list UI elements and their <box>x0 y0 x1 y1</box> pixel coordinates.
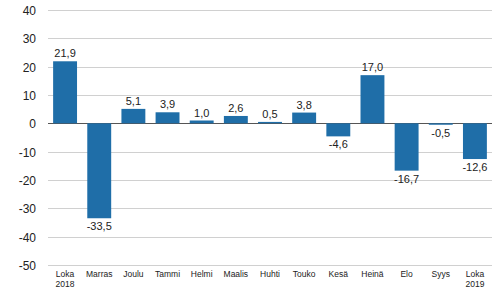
grid-line <box>48 237 492 238</box>
x-tick-label-line: 2018 <box>56 279 75 289</box>
bar <box>53 61 77 123</box>
bar <box>121 109 145 123</box>
y-tick-label: 30 <box>23 32 37 46</box>
x-tick-label-line: Heinä <box>361 269 383 279</box>
x-tick-label-line: Tammi <box>155 269 180 279</box>
x-tick-label: Elo <box>400 269 413 279</box>
bar <box>395 123 419 170</box>
data-label: 1,0 <box>194 107 209 119</box>
x-tick-label-line: Kesä <box>329 269 349 279</box>
grid-line <box>48 95 492 96</box>
x-tick-label: Loka2019 <box>465 269 484 289</box>
x-tick-label-line: Huhti <box>260 269 280 279</box>
data-label: -4,6 <box>329 138 348 150</box>
x-tick-label: Heinä <box>361 269 383 279</box>
x-tick-label: Maalis <box>224 269 249 279</box>
x-tick-label: Joulu <box>123 269 144 279</box>
x-tick-label: Huhti <box>260 269 280 279</box>
bar <box>156 112 180 123</box>
x-tick-label-line: Loka <box>56 269 75 279</box>
x-tick-label: Syys <box>432 269 450 279</box>
bar <box>292 113 316 124</box>
bars <box>53 61 487 218</box>
x-tick-label-line: Touko <box>293 269 316 279</box>
data-label: 3,8 <box>297 99 312 111</box>
y-tick-label: -30 <box>19 202 37 216</box>
data-label: -12,6 <box>462 161 487 173</box>
bar <box>429 123 453 124</box>
x-tick-label: Tammi <box>155 269 180 279</box>
y-tick-label: 40 <box>23 4 37 18</box>
x-tick-label: Touko <box>293 269 316 279</box>
y-tick-label: 10 <box>23 89 37 103</box>
x-tick-label-line: Elo <box>400 269 413 279</box>
x-tick-label: Kesä <box>329 269 349 279</box>
grid-line <box>48 265 492 266</box>
grid-line <box>48 10 492 11</box>
x-tick-label: Loka2018 <box>56 269 75 289</box>
bar <box>463 123 487 159</box>
data-label: 0,5 <box>262 108 277 120</box>
y-tick-label: -40 <box>19 231 37 245</box>
chart-container: -50 -40 -30 -20 -10 0 10 20 30 40 21,9 -33,5 5,1 3,9 1… <box>0 0 500 300</box>
grid-line <box>48 180 492 181</box>
grid-line <box>48 38 492 39</box>
data-label: 2,6 <box>228 102 243 114</box>
grid <box>48 11 492 266</box>
bar <box>326 123 350 136</box>
data-label: 5,1 <box>126 95 141 107</box>
x-tick-label: Helmi <box>191 269 213 279</box>
data-label: -16,7 <box>394 173 419 185</box>
data-label: 3,9 <box>160 98 175 110</box>
y-tick-label: -10 <box>19 146 37 160</box>
x-tick-label-line: Syys <box>432 269 450 279</box>
x-tick-label-line: Joulu <box>123 269 144 279</box>
grid-line <box>48 208 492 209</box>
y-tick-label: -50 <box>19 259 37 273</box>
x-tick-label-line: Marras <box>86 269 112 279</box>
data-label: 17,0 <box>362 61 383 73</box>
bar <box>87 123 111 218</box>
x-tick-label-line: 2019 <box>465 279 484 289</box>
x-tick-label: Marras <box>86 269 112 279</box>
x-tick-label-line: Maalis <box>224 269 249 279</box>
data-label: -0,5 <box>431 127 450 139</box>
grid-line <box>48 152 492 153</box>
y-tick-label: 20 <box>23 61 37 75</box>
chart: -50 -40 -30 -20 -10 0 10 20 30 40 21,9 -33,5 5,1 3,9 1… <box>0 0 500 300</box>
bar <box>190 121 214 124</box>
bar <box>258 122 282 123</box>
grid-line <box>48 67 492 68</box>
data-label: -33,5 <box>87 220 112 232</box>
x-tick-label-line: Helmi <box>191 269 213 279</box>
x-tick-label-line: Loka <box>466 269 485 279</box>
bar <box>224 116 248 123</box>
data-label: 21,9 <box>54 47 75 59</box>
y-tick-label: -20 <box>19 174 37 188</box>
y-tick-label: 0 <box>29 117 36 131</box>
bar <box>361 75 385 123</box>
